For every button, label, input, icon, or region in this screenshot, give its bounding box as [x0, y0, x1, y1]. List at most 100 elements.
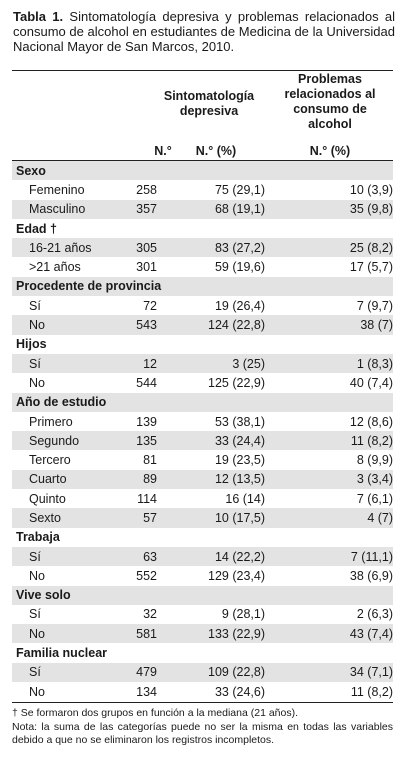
row-alcohol: 8 (9,9) — [356, 453, 394, 468]
row-label: No — [29, 375, 45, 390]
row-depresiva: 19 (26,4) — [214, 298, 265, 313]
row-label: Sexto — [12, 508, 121, 528]
row-depresiva: 3 (25) — [157, 353, 265, 374]
row-alcohol: 34 (7,1) — [265, 662, 394, 683]
row-n: 544 — [136, 375, 157, 390]
table-row: Tercero 81 19 (23,5) 8 (9,9) — [12, 450, 393, 469]
section-header-row: Hijos — [12, 335, 393, 354]
row-label: Sí — [12, 662, 121, 683]
section-title: Procedente de provincia — [12, 276, 394, 297]
row-n: 114 — [137, 491, 157, 506]
row-alcohol: 4 (7) — [265, 508, 394, 528]
table-row: No 134 33 (24,6) 11 (8,2) — [12, 682, 393, 701]
row-depresiva: 133 (22,9) — [157, 624, 265, 644]
row-label: Sí — [29, 298, 41, 313]
section-title: Vive solo — [12, 585, 394, 605]
row-label: Masculino — [12, 199, 121, 219]
table-caption-text: Sintomatología depresiva y problemas rel… — [13, 9, 395, 54]
row-depresiva: 33 (24,6) — [214, 684, 265, 699]
row-label: Sí — [12, 353, 121, 374]
row-label: Cuarto — [12, 469, 121, 490]
row-n: 135 — [121, 431, 157, 451]
row-alcohol: 38 (6,9) — [349, 568, 394, 583]
row-depresiva: 125 (22,9) — [208, 375, 265, 390]
row-label: Femenino — [29, 182, 85, 197]
row-label: Sí — [29, 607, 41, 622]
header-alcohol-title: Problemas relacionados al consumo de alc… — [284, 72, 376, 131]
row-alcohol: 38 (7) — [265, 315, 394, 335]
row-label: Segundo — [12, 431, 121, 451]
row-n: 357 — [121, 199, 157, 219]
table-caption: Tabla 1. Sintomatología depresiva y prob… — [13, 9, 395, 54]
section-header-row: Trabaja — [12, 528, 393, 547]
row-alcohol: 7 (11,1) — [265, 546, 394, 567]
row-label: No — [29, 568, 45, 583]
section-header-row: Sexo — [12, 161, 394, 181]
row-alcohol: 12 (8,6) — [349, 414, 394, 429]
header-n: N.° — [154, 144, 172, 158]
table-row: Cuarto 89 12 (13,5) 3 (3,4) — [12, 469, 394, 490]
row-depresiva: 16 (14) — [225, 491, 265, 506]
table-row: No 552 129 (23,4) 38 (6,9) — [12, 566, 393, 585]
section-title: Año de estudio — [12, 392, 394, 412]
row-alcohol: 3 (3,4) — [265, 469, 394, 490]
row-alcohol: 11 (8,2) — [350, 684, 394, 699]
row-n: 581 — [121, 624, 157, 644]
table-top-rule — [12, 70, 393, 71]
table-row: Sexto 57 10 (17,5) 4 (7) — [12, 508, 394, 528]
table-row: Segundo 135 33 (24,4) 11 (8,2) — [12, 431, 394, 451]
row-n: 32 — [143, 607, 157, 622]
row-label: No — [12, 315, 121, 335]
table-header-rule — [12, 160, 393, 161]
row-depresiva: 14 (22,2) — [157, 546, 265, 567]
row-n: 89 — [121, 469, 157, 490]
row-n: 72 — [143, 298, 157, 313]
table-row: >21 años 301 59 (19,6) 17 (5,7) — [12, 257, 393, 276]
row-alcohol: 17 (5,7) — [349, 260, 394, 275]
table-row: No 581 133 (22,9) 43 (7,4) — [12, 624, 394, 644]
table-row: Sí 479 109 (22,8) 34 (7,1) — [12, 662, 394, 683]
table-row: Sí 12 3 (25) 1 (8,3) — [12, 353, 394, 374]
section-header-row: Familia nuclear — [12, 643, 393, 662]
row-n: 479 — [121, 662, 157, 683]
row-alcohol: 2 (6,3) — [356, 607, 394, 622]
table-row: 16-21 años 305 83 (27,2) 25 (8,2) — [12, 238, 394, 258]
row-depresiva: 59 (19,6) — [214, 260, 265, 275]
table-bottom-rule — [12, 702, 393, 703]
row-n: 543 — [121, 315, 157, 335]
section-header-row: Vive solo — [12, 585, 394, 605]
section-title: Familia nuclear — [16, 646, 108, 661]
row-depresiva: 10 (17,5) — [157, 508, 265, 528]
table-row: Quinto 114 16 (14) 7 (6,1) — [12, 489, 393, 508]
row-n: 63 — [121, 546, 157, 567]
row-n: 305 — [121, 238, 157, 258]
section-header-row: Edad † — [12, 219, 393, 238]
row-alcohol: 11 (8,2) — [265, 431, 394, 451]
row-alcohol: 35 (9,8) — [265, 199, 394, 219]
row-alcohol: 43 (7,4) — [265, 624, 394, 644]
row-depresiva: 75 (29,1) — [214, 182, 265, 197]
section-title: Trabaja — [16, 530, 60, 545]
row-n: 12 — [121, 353, 157, 374]
row-depresiva: 33 (24,4) — [157, 431, 265, 451]
row-label: Tercero — [29, 453, 71, 468]
table-row: No 543 124 (22,8) 38 (7) — [12, 315, 394, 335]
row-label: No — [12, 624, 121, 644]
row-n: 134 — [136, 684, 157, 699]
row-n: 258 — [136, 182, 157, 197]
row-alcohol: 1 (8,3) — [265, 353, 394, 374]
header-depresiva-sub: N.° (%) — [195, 144, 237, 158]
section-title: Sexo — [12, 161, 394, 181]
section-header-row: Año de estudio — [12, 392, 394, 412]
table-row: Masculino 357 68 (19,1) 35 (9,8) — [12, 199, 394, 219]
table-row: Primero 139 53 (38,1) 12 (8,6) — [12, 412, 393, 431]
row-label: Quinto — [29, 491, 66, 506]
row-n: 81 — [143, 453, 157, 468]
row-depresiva: 68 (19,1) — [157, 199, 265, 219]
row-n: 552 — [136, 568, 157, 583]
table-row: Sí 32 9 (28,1) 2 (6,3) — [12, 605, 393, 624]
row-alcohol: 40 (7,4) — [349, 375, 394, 390]
row-depresiva: 19 (23,5) — [214, 453, 265, 468]
table-footnotes: † Se formaron dos grupos en función a la… — [12, 707, 393, 748]
